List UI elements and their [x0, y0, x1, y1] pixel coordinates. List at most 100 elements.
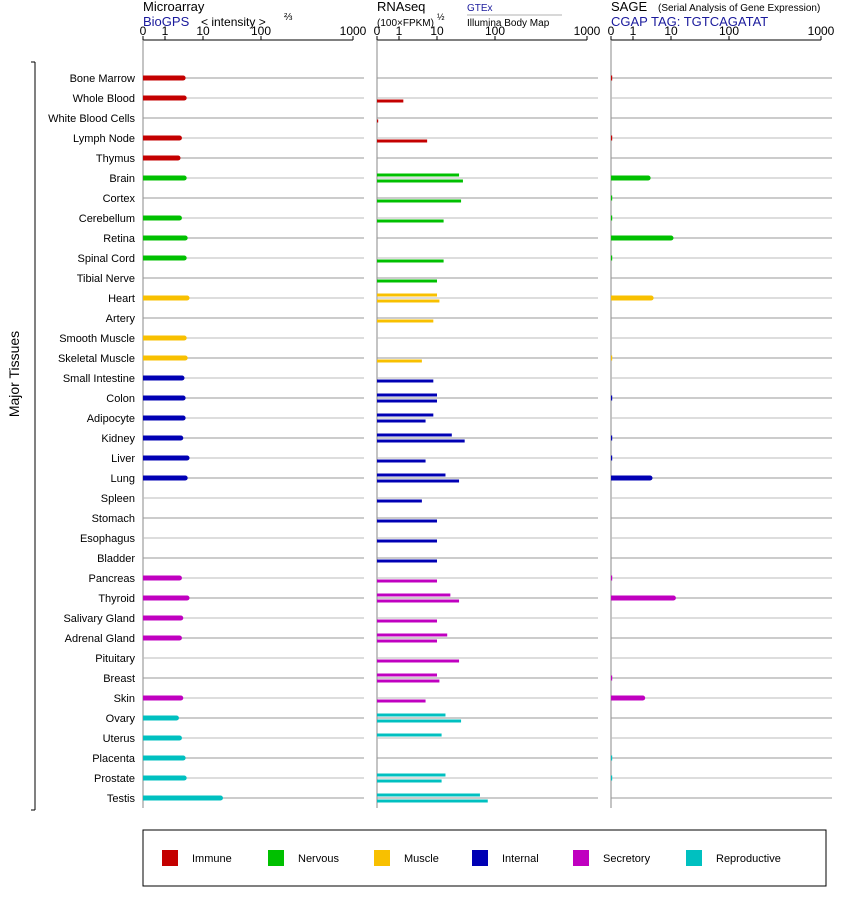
bar-microarray [143, 615, 181, 621]
bar-end-cap [181, 255, 187, 261]
gtex-source-label: GTEx [467, 3, 493, 14]
bar-end-cap [640, 695, 646, 701]
bar-end-cap [648, 295, 654, 301]
bar-microarray [143, 415, 184, 421]
sage-title: SAGE [611, 0, 647, 14]
bar-sage [611, 475, 650, 481]
bar-microarray [143, 355, 186, 361]
bar-rnaseq [377, 473, 446, 477]
tissue-label: Uterus [103, 733, 136, 745]
bar-microarray [143, 395, 184, 401]
legend-swatch [162, 850, 178, 866]
tissue-label: Thyroid [98, 593, 135, 605]
tissue-label: Adipocyte [87, 413, 135, 425]
bar-microarray [143, 795, 221, 801]
legend-swatch [268, 850, 284, 866]
tissue-label: Spinal Cord [78, 253, 135, 265]
bar-end-cap [179, 375, 185, 381]
bar-rnaseq [377, 293, 437, 297]
bar-microarray [143, 695, 181, 701]
tissue-label: Prostate [94, 773, 135, 785]
tick-label: 100 [251, 24, 271, 38]
bars-layer [143, 75, 676, 803]
y-axis-label: Major Tissues [6, 331, 22, 417]
bar-end-cap [217, 795, 223, 801]
bar-sage [611, 295, 652, 301]
bar-rnaseq [377, 539, 437, 543]
bar-end-cap [668, 235, 674, 241]
tissue-label: Whole Blood [73, 93, 135, 105]
bar-rnaseq [377, 119, 379, 123]
bar-rnaseq [377, 179, 463, 183]
bar-rnaseq [377, 559, 437, 563]
bar-microarray [143, 235, 186, 241]
bar-rnaseq [377, 139, 428, 143]
tick-label: 0 [374, 24, 381, 38]
bar-sage [611, 215, 613, 221]
bar-rnaseq [377, 773, 446, 777]
bar-rnaseq [377, 279, 437, 283]
tissue-label: Testis [107, 793, 136, 805]
tick-label: 1 [162, 24, 169, 38]
bar-rnaseq [377, 259, 444, 263]
tissue-label: Liver [111, 453, 135, 465]
bar-microarray [143, 635, 180, 641]
tissue-label: Cortex [103, 193, 136, 205]
legend-swatch [573, 850, 589, 866]
legend-label: Secretory [603, 853, 651, 865]
bar-end-cap [176, 215, 182, 221]
bar-sage [611, 235, 671, 241]
bar-microarray [143, 175, 185, 181]
tissue-label: Skin [114, 693, 135, 705]
bar-end-cap [178, 695, 184, 701]
tick-label: 1 [630, 24, 637, 38]
tissue-label: Placenta [92, 753, 136, 765]
bar-rnaseq [377, 499, 422, 503]
bar-rnaseq [377, 419, 426, 423]
tissue-label: Smooth Muscle [59, 333, 135, 345]
microarray-source: BioGPS [143, 14, 190, 29]
axes-layer: 0 1 10 100 1000 0 1 10 100 1000 0 1 10 100 1000 [140, 24, 835, 808]
bar-rnaseq [377, 779, 442, 783]
rnaseq-unit-exponent: ½ [437, 12, 445, 22]
bar-end-cap [645, 175, 651, 181]
bar-rnaseq [377, 219, 444, 223]
tissue-label: Bone Marrow [70, 73, 135, 85]
bar-microarray [143, 775, 185, 781]
tissue-label: Lymph Node [73, 133, 135, 145]
tick-label: 1000 [808, 24, 835, 38]
bar-rnaseq [377, 599, 460, 603]
bar-end-cap [180, 755, 186, 761]
legend-swatch [374, 850, 390, 866]
bar-microarray [143, 755, 184, 761]
tick-label: 10 [196, 24, 210, 38]
bar-sage [611, 695, 643, 701]
sage-subtitle: (Serial Analysis of Gene Expression) [658, 3, 820, 14]
microarray-unit-exponent: ⅔ [284, 12, 293, 23]
bar-end-cap [176, 135, 182, 141]
tissue-label: Brain [109, 173, 135, 185]
bar-sage [611, 755, 613, 761]
bar-end-cap [184, 595, 190, 601]
tissue-label: White Blood Cells [48, 113, 135, 125]
bar-sage [611, 595, 674, 601]
legend-label: Reproductive [716, 853, 781, 865]
bar-end-cap [173, 715, 179, 721]
bar-end-cap [178, 435, 184, 441]
tick-label: 1000 [574, 24, 601, 38]
bar-microarray [143, 135, 180, 141]
bar-microarray [143, 595, 188, 601]
bar-rnaseq [377, 679, 440, 683]
tissue-label: Pituitary [95, 653, 135, 665]
bar-end-cap [180, 415, 186, 421]
bar-microarray [143, 335, 185, 341]
bar-sage [611, 455, 613, 461]
tick-label: 1 [396, 24, 403, 38]
bar-end-cap [182, 355, 188, 361]
illumina-source-label: Illumina Body Map [467, 18, 550, 29]
bar-microarray [143, 215, 180, 221]
major-tissues-bracket [31, 61, 36, 811]
bar-rnaseq [377, 673, 437, 677]
legend-swatch [472, 850, 488, 866]
